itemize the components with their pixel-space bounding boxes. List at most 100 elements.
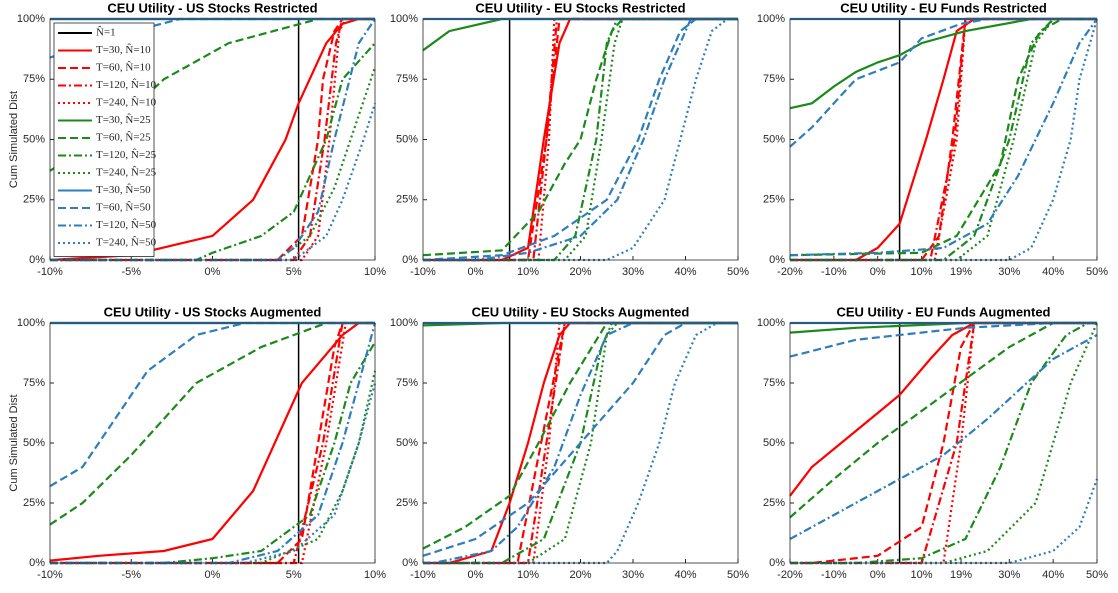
- x-tick-label: 0%: [870, 569, 886, 581]
- x-tick-label: 10%: [517, 266, 539, 278]
- cdf-line: [789, 17, 1097, 257]
- cdf-line: [790, 18, 1099, 262]
- axes-frame: [789, 322, 1098, 564]
- y-tick-label: 25%: [396, 497, 418, 509]
- x-tick-label: 50%: [1086, 266, 1108, 278]
- y-tick-label: 50%: [396, 133, 418, 145]
- cdf-line: [790, 17, 1097, 262]
- plot-area: [790, 19, 1097, 260]
- x-tick-label: 50%: [727, 569, 749, 581]
- y-tick-label: 75%: [23, 73, 45, 85]
- y-tick-label: 25%: [763, 497, 785, 509]
- x-tick-label: 10%: [364, 569, 386, 581]
- subplot: CEU Utility - EU Stocks Restricted 0% 25% 5…: [390, 0, 749, 277]
- legend-label: T=30, N̂=10: [96, 43, 151, 56]
- legend-label: T=240, N̂=10: [96, 95, 157, 108]
- legend-label: T=30, N̂=50: [96, 183, 151, 196]
- subplot-title: CEU Utility - EU Stocks Augmented: [472, 304, 690, 319]
- legend-label: T=240, N̂=25: [96, 165, 157, 178]
- y-tick-label: 100%: [757, 13, 785, 25]
- y-tick-label: 0%: [29, 557, 45, 569]
- x-tick-label: 40%: [674, 569, 696, 581]
- cdf-line: [50, 66, 377, 262]
- y-tick-label: 0%: [769, 254, 785, 266]
- y-tick-label: 25%: [763, 194, 785, 206]
- cdf-line: [422, 17, 738, 257]
- x-tick-label: 20%: [569, 266, 591, 278]
- cdf-line: [790, 321, 1097, 565]
- y-tick-label: 75%: [23, 377, 45, 389]
- cdf-line: [50, 341, 376, 565]
- x-tick-label: 5%: [286, 266, 302, 278]
- plot-area: [50, 323, 375, 563]
- cdf-line: [50, 42, 376, 262]
- x-tick-label: 40%: [1042, 569, 1064, 581]
- x-tick-label: 20%: [569, 569, 591, 581]
- cdf-line: [422, 17, 738, 262]
- legend-label: T=120, N̂=50: [96, 218, 157, 231]
- y-tick-label: 75%: [763, 73, 785, 85]
- y-axis-label: Cum Simulated Dist: [8, 91, 20, 188]
- legend-box: [53, 22, 155, 257]
- y-tick-label: 100%: [757, 317, 785, 329]
- y-tick-label: 100%: [17, 13, 45, 25]
- x-tick-label: -10%: [37, 569, 63, 581]
- subplot: CEU Utility - EU Funds Restricted 0% 25% 50…: [757, 0, 1108, 277]
- y-tick-label: 75%: [396, 73, 418, 85]
- x-tick-label: 0%: [870, 266, 886, 278]
- axes-frame: [422, 18, 739, 261]
- subplot: CEU Utility - EU Funds Augmented 0% 25% 50%…: [757, 304, 1108, 580]
- cdf-line: [423, 17, 738, 262]
- x-tick-label: 0%: [205, 569, 221, 581]
- y-tick-label: 25%: [23, 497, 45, 509]
- y-tick-label: 25%: [23, 194, 45, 206]
- cdf-line: [789, 321, 1097, 358]
- subplot-title: CEU Utility - US Stocks Restricted: [107, 0, 317, 15]
- x-tick-label: 0%: [468, 266, 484, 278]
- x-tick-label: -10%: [410, 266, 436, 278]
- legend-label: T=240, N̂=50: [96, 235, 157, 248]
- y-tick-label: 50%: [396, 437, 418, 449]
- x-tick-label: 0%: [468, 569, 484, 581]
- cdf-line: [49, 17, 375, 262]
- x-tick-label: 40%: [1042, 266, 1064, 278]
- x-tick-label: -10%: [37, 266, 63, 278]
- legend-label: T=30, N̂=25: [96, 113, 151, 126]
- subplot-title: CEU Utility - EU Funds Augmented: [836, 304, 1050, 319]
- cdf-line: [789, 17, 1097, 148]
- y-tick-label: 50%: [23, 133, 45, 145]
- cdf-line: [50, 17, 375, 262]
- cdf-line: [423, 321, 738, 565]
- subplot: CEU Utility - US Stocks Restricted Cum Si…: [8, 0, 386, 277]
- plot-area: [790, 323, 1097, 563]
- subplot-title: CEU Utility - US Stocks Augmented: [104, 304, 322, 319]
- x-tick-label: 50%: [1086, 569, 1108, 581]
- plot-area: [423, 19, 738, 260]
- y-tick-label: 75%: [763, 377, 785, 389]
- y-tick-label: 0%: [769, 557, 785, 569]
- x-tick-label: 40%: [674, 266, 696, 278]
- x-tick-label: 10%: [911, 569, 933, 581]
- x-tick-label: 19%: [950, 266, 972, 278]
- x-tick-label: -10%: [821, 266, 847, 278]
- y-tick-label: 100%: [390, 317, 418, 329]
- legend-label: T=60, N̂=10: [96, 60, 151, 73]
- subplot: CEU Utility - US Stocks Augmented Cum Sim…: [8, 304, 386, 580]
- cdf-line: [789, 321, 1097, 497]
- x-tick-label: -20%: [777, 569, 803, 581]
- y-tick-label: 100%: [17, 317, 45, 329]
- x-tick-label: 30%: [622, 266, 644, 278]
- y-tick-label: 100%: [390, 13, 418, 25]
- cdf-line: [423, 321, 738, 565]
- axes-frame: [789, 18, 1098, 261]
- axes-frame: [49, 18, 376, 261]
- x-tick-label: -5%: [121, 266, 141, 278]
- legend-label: T=60, N̂=50: [96, 200, 151, 213]
- subplot: CEU Utility - EU Stocks Augmented 0% 25% 50…: [390, 304, 749, 580]
- x-tick-label: 10%: [911, 266, 933, 278]
- y-tick-label: 25%: [396, 194, 418, 206]
- cdf-line: [789, 18, 1098, 257]
- axes-frame: [422, 322, 739, 564]
- cdf-line: [422, 321, 738, 557]
